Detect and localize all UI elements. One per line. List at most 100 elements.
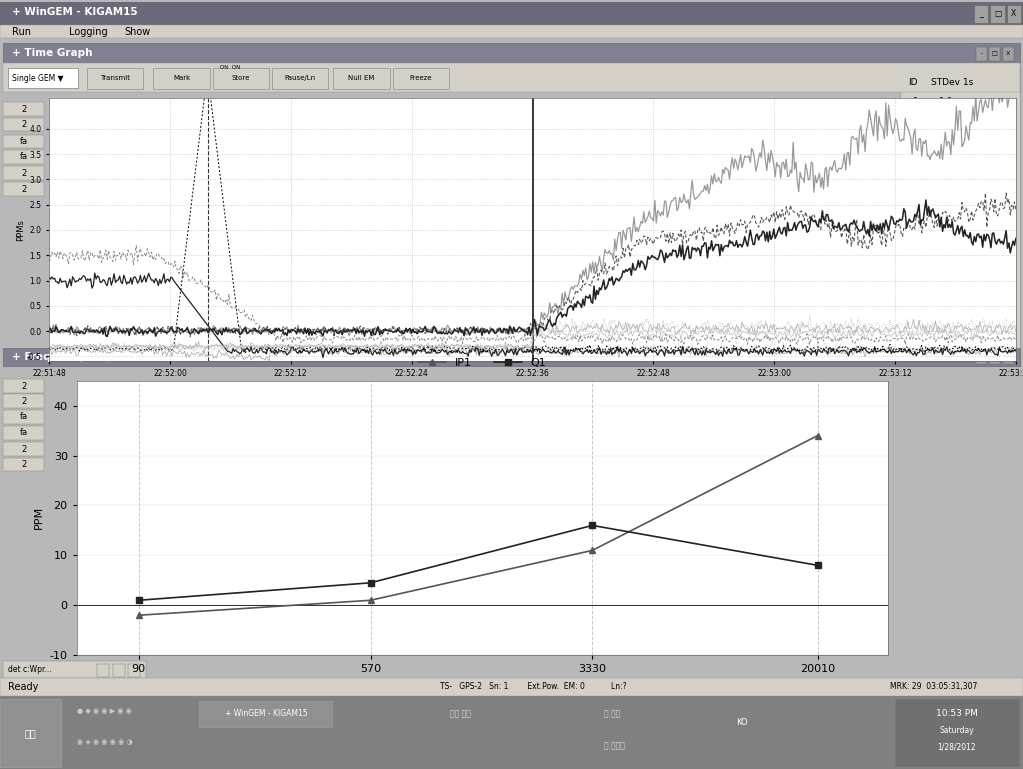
FancyBboxPatch shape (974, 5, 988, 23)
FancyBboxPatch shape (272, 68, 328, 89)
Text: Logging: Logging (69, 26, 107, 37)
Text: det c:Wpr...: det c:Wpr... (8, 665, 52, 674)
FancyBboxPatch shape (393, 68, 449, 89)
FancyBboxPatch shape (900, 66, 1020, 366)
FancyBboxPatch shape (8, 68, 78, 88)
Text: 2: 2 (20, 381, 27, 391)
IP1 (364, 596, 376, 605)
Text: STDev 1s: STDev 1s (931, 78, 973, 87)
IP1 (132, 611, 144, 620)
Text: 2: 2 (20, 460, 27, 469)
FancyBboxPatch shape (3, 426, 44, 440)
FancyBboxPatch shape (153, 68, 210, 89)
FancyBboxPatch shape (3, 379, 44, 393)
Text: ON  ON: ON ON (220, 65, 240, 70)
FancyBboxPatch shape (3, 410, 44, 424)
Text: Mark: Mark (173, 75, 190, 82)
Text: ID: ID (908, 78, 918, 87)
FancyBboxPatch shape (3, 150, 44, 164)
FancyBboxPatch shape (0, 696, 1023, 769)
Line: Q1: Q1 (135, 522, 821, 604)
IP1 (811, 431, 824, 440)
Text: 내 컴퓨터: 내 컴퓨터 (604, 741, 624, 751)
Text: + WinGEM - KIGAM15: + WinGEM - KIGAM15 (12, 7, 138, 18)
Text: 시작: 시작 (25, 727, 37, 738)
Text: Pause/Ln: Pause/Ln (284, 75, 316, 82)
Text: 2: 2 (20, 444, 27, 454)
FancyBboxPatch shape (1003, 47, 1014, 61)
FancyBboxPatch shape (989, 47, 1000, 61)
Text: 10:53 PM: 10:53 PM (936, 709, 977, 718)
Text: 2: 2 (20, 120, 27, 129)
Text: fa: fa (19, 428, 28, 438)
Text: -: - (980, 355, 983, 360)
FancyBboxPatch shape (0, 678, 1023, 696)
Text: ◉ ◈ ◉ ◉ ◉ ◉ ◑: ◉ ◈ ◉ ◉ ◉ ◉ ◑ (77, 739, 132, 745)
FancyBboxPatch shape (3, 63, 1020, 92)
FancyBboxPatch shape (97, 664, 109, 677)
FancyBboxPatch shape (3, 661, 146, 678)
FancyBboxPatch shape (3, 102, 44, 116)
Text: Store: Store (232, 75, 250, 82)
Text: 1: 1 (913, 97, 919, 106)
Text: + Time Graph: + Time Graph (12, 48, 93, 58)
Text: ● ◆ ◉ ◉ ▶ ◉ ◉: ● ◆ ◉ ◉ ▶ ◉ ◉ (77, 708, 132, 714)
Text: X: X (1006, 355, 1011, 360)
FancyBboxPatch shape (87, 68, 143, 89)
FancyBboxPatch shape (976, 351, 987, 364)
FancyBboxPatch shape (3, 43, 1020, 63)
FancyBboxPatch shape (989, 351, 1000, 364)
Text: 바탕 화면: 바탕 화면 (450, 709, 471, 718)
Text: 1/28/2012: 1/28/2012 (937, 743, 976, 752)
Text: Single GEM ▼: Single GEM ▼ (12, 74, 63, 83)
Text: 2: 2 (20, 397, 27, 406)
FancyBboxPatch shape (3, 182, 44, 196)
FancyBboxPatch shape (3, 348, 1020, 366)
Text: fa: fa (19, 137, 28, 146)
Text: Run: Run (12, 26, 32, 37)
FancyBboxPatch shape (3, 118, 44, 131)
Text: Saturday: Saturday (939, 726, 974, 735)
FancyBboxPatch shape (128, 664, 140, 677)
FancyBboxPatch shape (199, 701, 332, 727)
Q1 (586, 521, 598, 530)
Text: 내 문서: 내 문서 (604, 709, 620, 718)
Text: Show: Show (125, 26, 151, 37)
Text: Freeze: Freeze (409, 75, 433, 82)
Text: MRK: 29  03:05:31,307: MRK: 29 03:05:31,307 (890, 682, 977, 691)
FancyBboxPatch shape (0, 25, 1023, 38)
FancyBboxPatch shape (3, 135, 44, 148)
IP1 (586, 546, 598, 555)
FancyBboxPatch shape (990, 5, 1005, 23)
FancyBboxPatch shape (895, 699, 1020, 767)
Text: fa: fa (19, 412, 28, 421)
Text: Ready: Ready (8, 681, 39, 692)
FancyBboxPatch shape (333, 68, 390, 89)
Text: 2: 2 (20, 185, 27, 194)
Text: -: - (980, 52, 983, 56)
Text: □: □ (993, 9, 1002, 18)
Q1 (364, 578, 376, 588)
FancyBboxPatch shape (1003, 351, 1014, 364)
FancyBboxPatch shape (0, 2, 1023, 25)
FancyBboxPatch shape (0, 699, 61, 767)
Legend: IP1, Q1: IP1, Q1 (413, 353, 551, 372)
Text: 2: 2 (20, 168, 27, 178)
Text: + FrequencyGraph: + FrequencyGraph (12, 351, 122, 362)
FancyBboxPatch shape (976, 47, 987, 61)
Text: 1.0: 1.0 (939, 97, 953, 106)
Text: + WinGEM - KIGAM15: + WinGEM - KIGAM15 (225, 709, 307, 718)
Text: □: □ (992, 52, 997, 56)
Y-axis label: PPM: PPM (34, 506, 44, 530)
Text: Transmit: Transmit (100, 75, 130, 82)
Text: TS-   GPS-2   Sn: 1        Ext.Pow.  EM: 0           Ln:?: TS- GPS-2 Sn: 1 Ext.Pow. EM: 0 Ln:? (440, 682, 626, 691)
Text: □: □ (992, 355, 997, 360)
Text: Null EM: Null EM (349, 75, 374, 82)
Text: KO: KO (737, 718, 748, 727)
FancyBboxPatch shape (1007, 5, 1021, 23)
Text: fa: fa (19, 152, 28, 161)
FancyBboxPatch shape (113, 664, 125, 677)
FancyBboxPatch shape (3, 442, 44, 456)
FancyBboxPatch shape (213, 68, 269, 89)
FancyBboxPatch shape (3, 458, 44, 471)
